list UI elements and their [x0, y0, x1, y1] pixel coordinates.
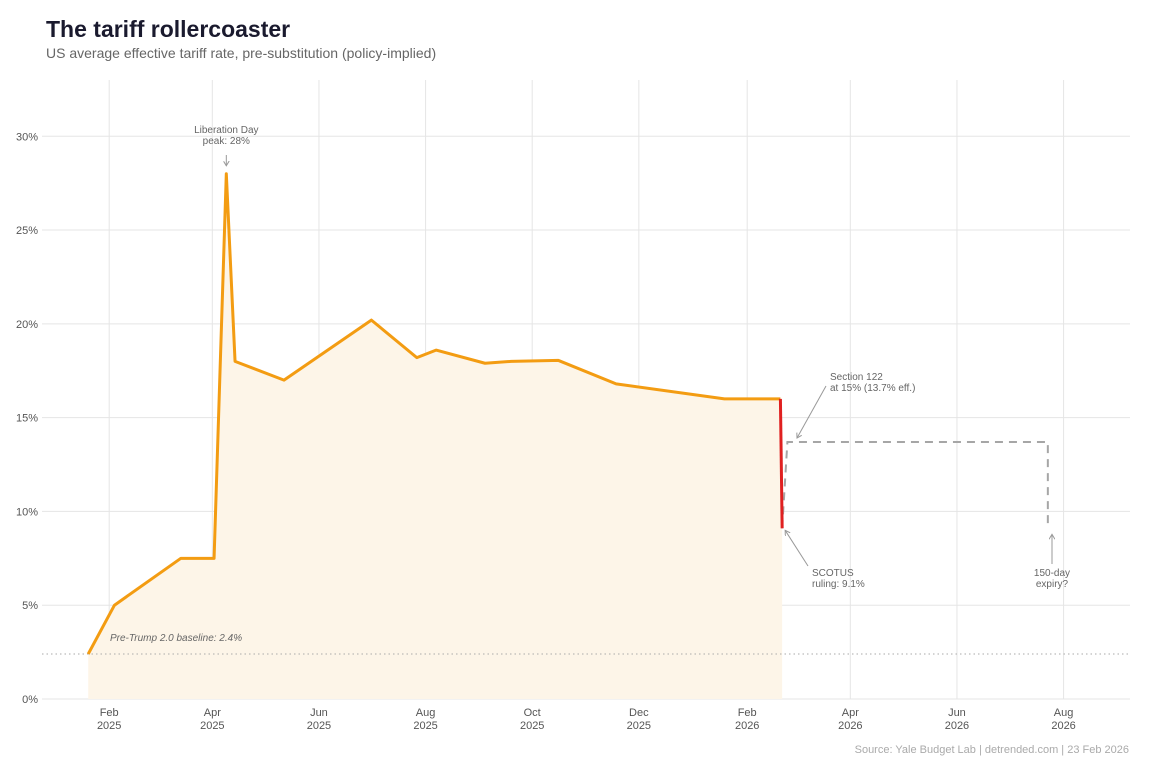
annotation-arrow: [797, 385, 827, 438]
annotation-label: at 15% (13.7% eff.): [830, 383, 915, 394]
annotation-label: expiry?: [1036, 579, 1069, 590]
scotus-drop-line: [778, 398, 784, 529]
y-tick-label: 15%: [16, 413, 38, 425]
y-tick-label: 30%: [16, 131, 38, 143]
annotation-label: peak: 28%: [203, 136, 250, 147]
annotation-label: Liberation Day: [194, 125, 258, 136]
annotation-arrow: [785, 530, 809, 567]
x-tick-label: 2026: [838, 720, 862, 732]
x-tick-label: 2025: [627, 720, 651, 732]
x-tick-label: Apr: [842, 707, 859, 719]
y-tick-label: 20%: [16, 319, 38, 331]
x-tick-label: Feb: [100, 707, 119, 719]
x-tick-label: Aug: [416, 707, 436, 719]
x-tick-label: 2025: [97, 720, 121, 732]
x-tick-label: Oct: [524, 707, 541, 719]
y-tick-label: 10%: [16, 506, 38, 518]
annotation-label: Section 122: [830, 372, 883, 383]
x-tick-label: Apr: [204, 707, 221, 719]
annotation-label: ruling: 9.1%: [812, 579, 865, 590]
source-caption: Source: Yale Budget Lab | detrended.com …: [854, 744, 1129, 756]
annotation-label: 150-day: [1034, 568, 1070, 579]
chart-title: The tariff rollercoaster: [46, 16, 291, 42]
x-tick-label: Dec: [629, 707, 649, 719]
x-tick-label: 2025: [520, 720, 544, 732]
x-tick-label: 2025: [307, 720, 331, 732]
x-tick-label: 2025: [413, 720, 437, 732]
baseline-label: Pre-Trump 2.0 baseline: 2.4%: [110, 633, 242, 644]
x-tick-label: Aug: [1054, 707, 1074, 719]
y-tick-label: 0%: [22, 694, 38, 706]
x-tick-label: Feb: [738, 707, 757, 719]
main-series-line: [86, 172, 781, 655]
y-tick-label: 5%: [22, 600, 38, 612]
x-tick-label: 2026: [945, 720, 969, 732]
projection-line: [781, 441, 1049, 529]
annotation-label: SCOTUS: [812, 568, 854, 579]
chart-subtitle: US average effective tariff rate, pre-su…: [46, 45, 437, 61]
area-fill: [88, 173, 783, 700]
x-tick-label: 2026: [1051, 720, 1075, 732]
x-tick-label: 2026: [735, 720, 759, 732]
x-tick-label: Jun: [310, 707, 328, 719]
x-tick-label: Jun: [948, 707, 966, 719]
y-tick-label: 25%: [16, 225, 38, 237]
x-tick-label: 2025: [200, 720, 224, 732]
